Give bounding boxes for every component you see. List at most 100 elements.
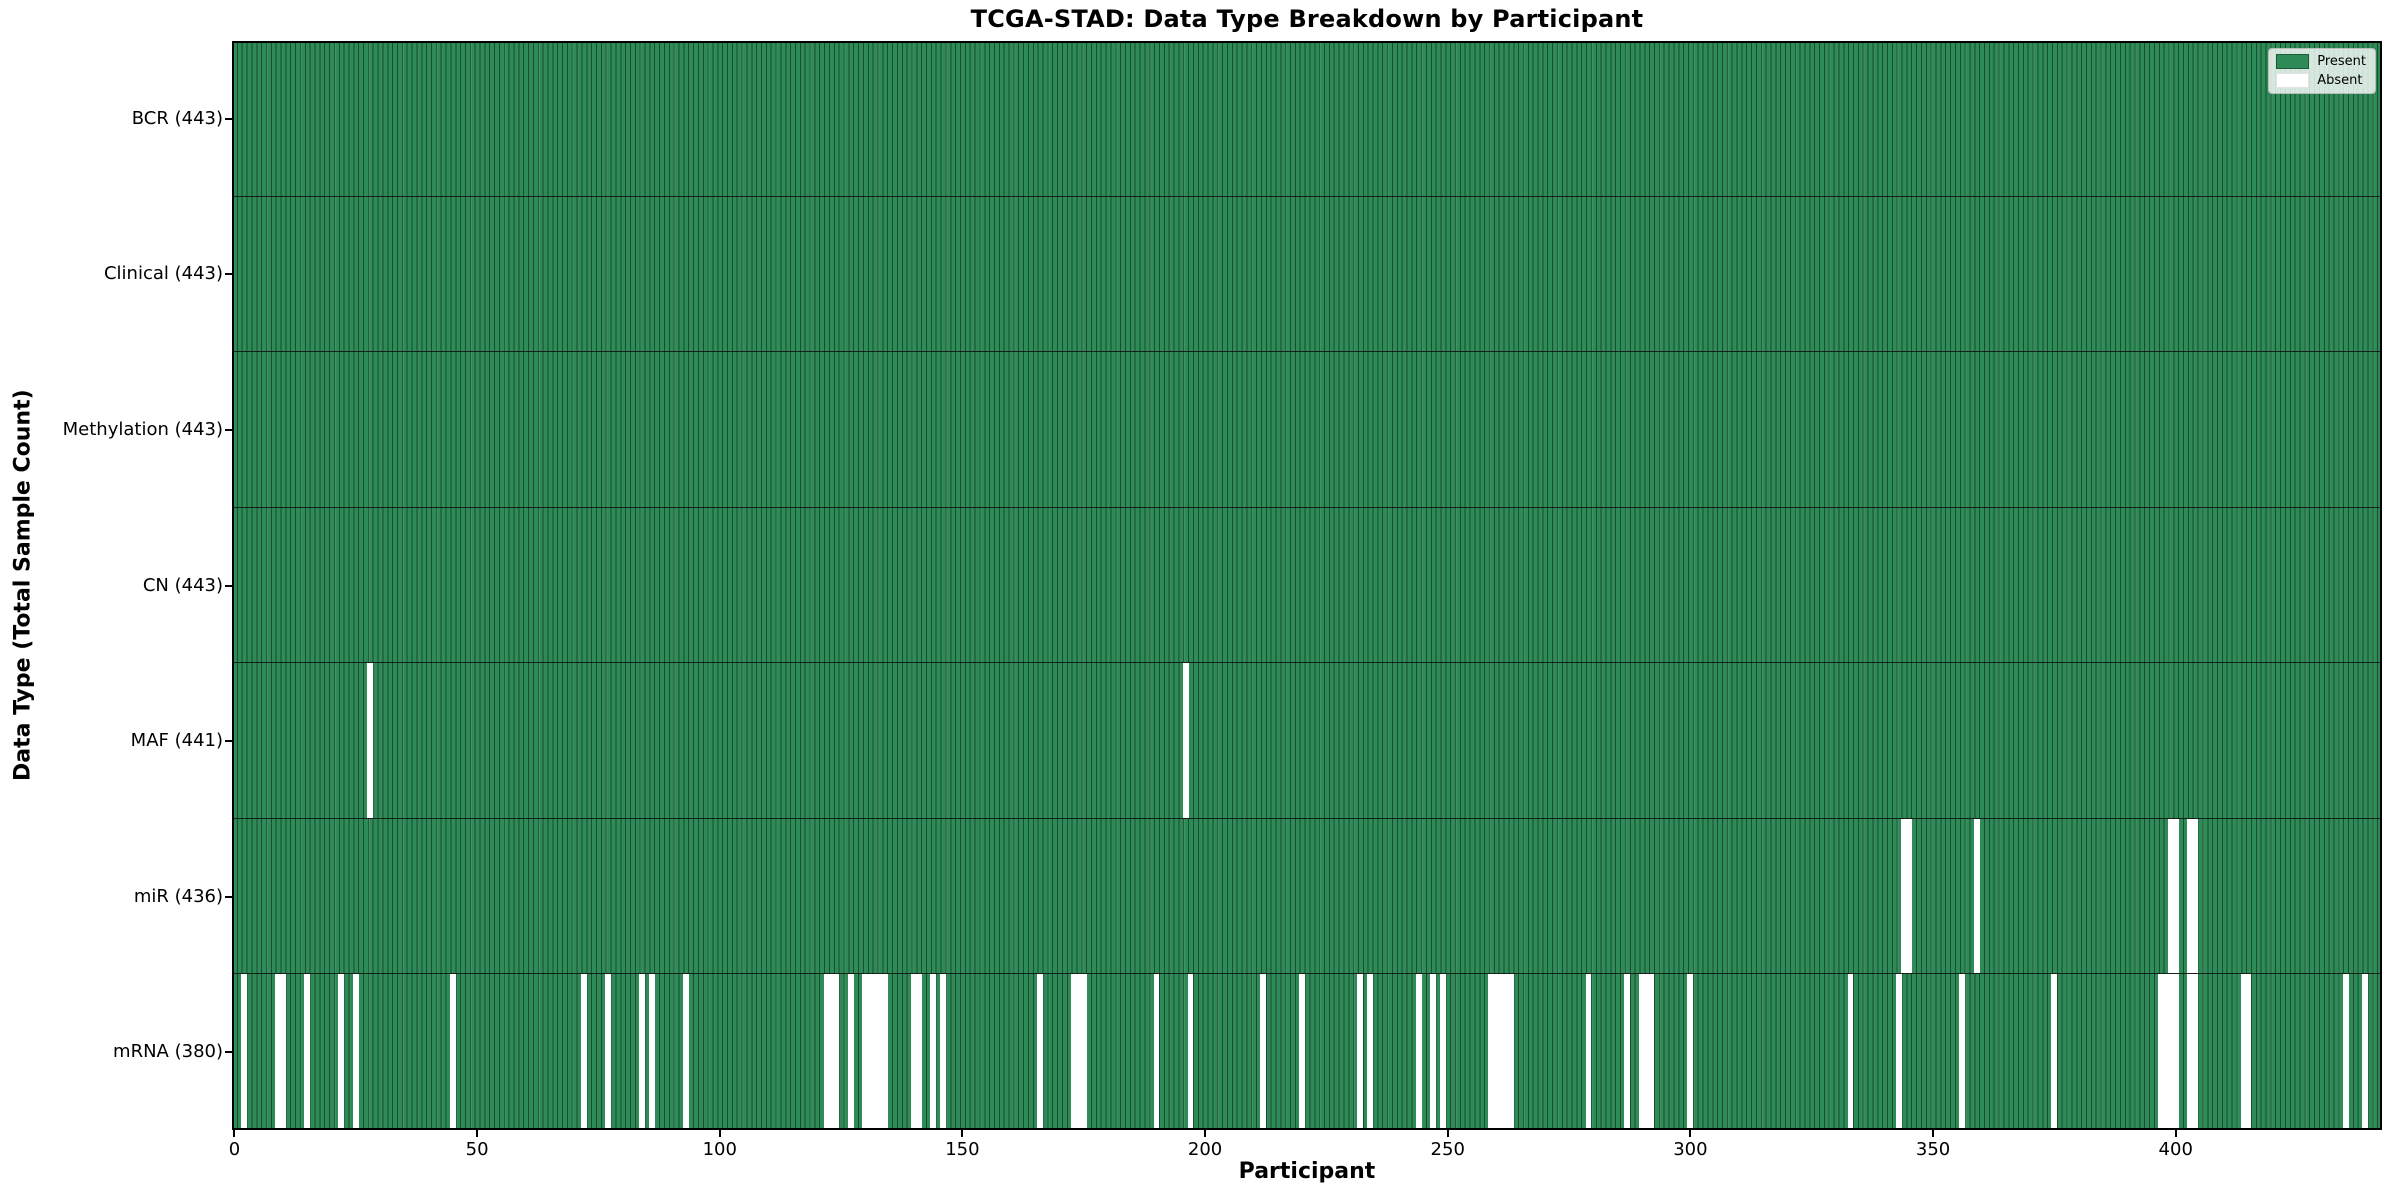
absent-bar [1367, 974, 1373, 1130]
absent-bar [2192, 818, 2199, 974]
absent-bar [580, 974, 587, 1130]
absent-bar [1153, 974, 1160, 1130]
x-tick-label: 100 [702, 1139, 737, 1160]
absent-bar [1071, 974, 1077, 1130]
absent-bar [1488, 974, 1495, 1130]
x-tick-mark [718, 1130, 721, 1137]
absent-bar [338, 974, 345, 1130]
absent-bar [2172, 818, 2179, 974]
y-tick-mark [225, 1051, 232, 1054]
absent-bar [352, 974, 359, 1130]
y-tick-label-CN: CN (443) [142, 574, 223, 596]
absent-bar [367, 663, 374, 818]
x-tick-mark [1446, 1130, 1449, 1137]
absent-bar [1415, 974, 1422, 1130]
absent-bar [833, 974, 840, 1130]
absent-bar [1638, 974, 1645, 1130]
x-axis-label: Participant [1238, 1159, 1376, 1184]
absent-bar [2172, 974, 2179, 1130]
absent-bar [1187, 974, 1194, 1130]
absent-bar [1687, 974, 1694, 1130]
absent-bar [1037, 974, 1043, 1130]
y-tick-mark [225, 584, 232, 587]
absent-bar [2192, 974, 2199, 1130]
y-tick-label-MAF: MAF (441) [130, 730, 223, 752]
x-tick-mark [961, 1130, 964, 1137]
y-tick-mark [225, 117, 232, 120]
absent-bar [2163, 974, 2169, 1130]
absent-bar [2342, 974, 2349, 1130]
absent-bar [2187, 974, 2194, 1130]
x-tick-mark [233, 1130, 236, 1137]
absent-bar [1585, 974, 1592, 1130]
absent-bar [1357, 974, 1364, 1130]
absent-bar [648, 974, 655, 1130]
absent-bar [2362, 974, 2368, 1130]
absent-bar [605, 974, 612, 1130]
plot-area: Present Absent [232, 41, 2382, 1130]
absent-bar [2051, 974, 2058, 1130]
y-tick-mark [225, 740, 232, 743]
absent-bar [304, 974, 311, 1130]
absent-bar [847, 974, 854, 1130]
y-tick-label-mRNA: mRNA (380) [113, 1041, 223, 1063]
absent-bar [1847, 974, 1854, 1130]
row-miR [232, 818, 2382, 975]
absent-bar [1507, 974, 1514, 1130]
absent-bar [280, 974, 286, 1130]
absent-bar [1075, 974, 1082, 1130]
row-Methylation [232, 352, 2382, 508]
y-tick-mark [225, 895, 232, 898]
x-tick-label: 400 [2158, 1139, 2193, 1160]
x-tick-label: 0 [228, 1139, 241, 1160]
legend-label-absent: Absent [2317, 73, 2363, 88]
absent-bar [449, 974, 456, 1130]
absent-bar [862, 974, 869, 1130]
absent-bar [1260, 974, 1267, 1130]
absent-bar [1643, 974, 1650, 1130]
absent-bar [2167, 818, 2174, 974]
legend-item-present: Present [2276, 54, 2366, 69]
x-tick-label: 150 [945, 1139, 980, 1160]
row-mRNA [232, 974, 2382, 1130]
absent-bar [872, 974, 878, 1130]
y-tick-mark [225, 273, 232, 276]
present-swatch [2276, 54, 2310, 69]
legend-item-absent: Absent [2276, 73, 2366, 88]
legend: Present Absent [2268, 48, 2376, 94]
absent-bar [1498, 974, 1505, 1130]
absent-bar [910, 974, 917, 1130]
y-tick-label-BCR: BCR (443) [131, 107, 223, 129]
absent-bar [881, 974, 888, 1130]
absent-bar [1896, 974, 1903, 1130]
y-tick-label-Clinical: Clinical (443) [103, 263, 223, 285]
absent-swatch [2276, 73, 2310, 88]
x-tick-mark [1932, 1130, 1935, 1137]
y-tick-label-Methylation: Methylation (443) [62, 418, 223, 440]
absent-bar [241, 974, 248, 1130]
absent-bar [1430, 974, 1437, 1130]
absent-bar [682, 974, 689, 1130]
absent-bar [639, 974, 646, 1130]
x-tick-mark [2174, 1130, 2177, 1137]
absent-bar [2167, 974, 2174, 1130]
absent-bar [867, 974, 874, 1130]
x-tick-mark [476, 1130, 479, 1137]
absent-bar [1959, 974, 1966, 1130]
absent-bar [2245, 974, 2252, 1130]
absent-bar [823, 974, 830, 1130]
absent-bar [1503, 974, 1509, 1130]
absent-bar [2240, 974, 2247, 1130]
absent-bar [1624, 974, 1631, 1130]
x-tick-label: 250 [1430, 1139, 1465, 1160]
x-tick-label: 200 [1187, 1139, 1223, 1160]
absent-bar [1973, 818, 1980, 974]
x-tick-label: 350 [1915, 1139, 1951, 1160]
absent-bar [1182, 663, 1189, 818]
row-BCR [232, 41, 2382, 197]
x-tick-label: 50 [465, 1139, 489, 1160]
rows-container [232, 41, 2382, 1130]
legend-label-present: Present [2317, 54, 2366, 69]
absent-bar [1493, 974, 1500, 1130]
